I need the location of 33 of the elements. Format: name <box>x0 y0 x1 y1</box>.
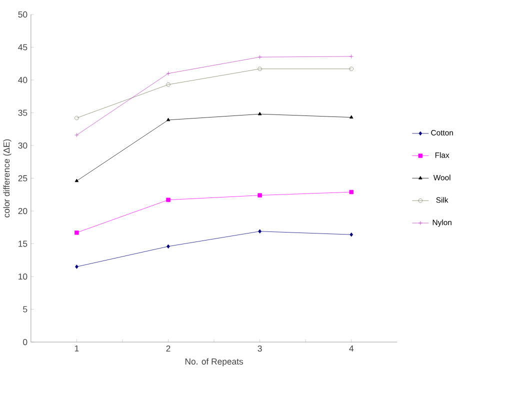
y-tick-label: 0 <box>23 339 28 346</box>
point <box>258 66 262 72</box>
point <box>350 115 354 119</box>
point <box>166 118 170 122</box>
y-tick-label: 25 <box>18 175 28 182</box>
y-tick-label: 40 <box>18 76 28 84</box>
y-tick-label: 5 <box>23 306 28 312</box>
point <box>166 82 170 87</box>
point <box>349 190 354 194</box>
x-axis-title: No. of Repeats <box>185 358 244 366</box>
point <box>166 71 170 76</box>
point <box>74 178 79 182</box>
point <box>74 230 79 235</box>
y-tick-label: 15 <box>18 240 28 247</box>
y-tick-label: 45 <box>18 44 28 50</box>
point <box>75 264 78 269</box>
point <box>166 244 170 249</box>
x-tick-label: 1 <box>74 345 79 352</box>
y-tick-label: 20 <box>18 208 28 214</box>
y-tick-label: 35 <box>18 110 28 116</box>
x-tick-label: 3 <box>258 345 262 352</box>
point <box>350 232 354 237</box>
point <box>258 112 262 116</box>
y-tick-label: 50 <box>18 11 28 18</box>
point <box>258 54 262 60</box>
y-tick-label: 30 <box>18 142 28 149</box>
point <box>258 193 262 198</box>
point <box>258 229 262 234</box>
x-tick-label: 4 <box>349 345 354 352</box>
point <box>166 198 170 202</box>
y-axis-title: color difference (ΔE) <box>3 139 12 218</box>
x-tick-label: 2 <box>166 345 170 352</box>
y-tick-label: 10 <box>18 274 28 280</box>
